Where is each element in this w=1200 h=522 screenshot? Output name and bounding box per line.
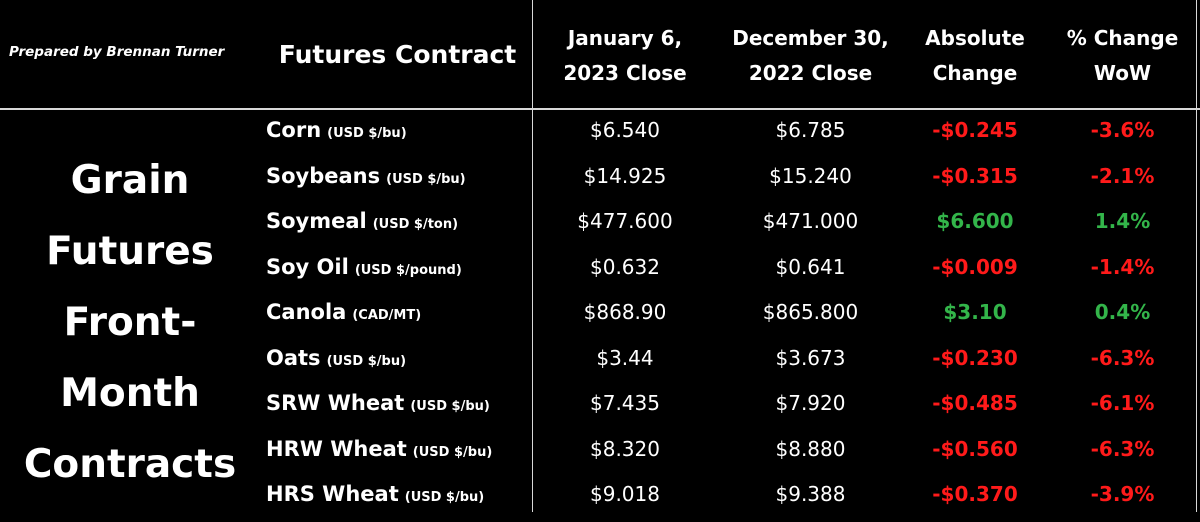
table-row: Oats (USD $/bu) $3.44 $3.673 -$0.230 -6.3%: [0, 342, 1200, 386]
dec-close-value: $0.641: [775, 254, 846, 279]
contract-unit: (USD $/bu): [386, 171, 466, 187]
contract-unit: (USD $/ton): [372, 217, 459, 232]
contract-unit: (USD $/pound): [354, 262, 462, 278]
contract-unit: (USD $/bu): [412, 444, 493, 460]
side-title-line: Front-: [63, 300, 197, 345]
contract-label: Oats: [266, 345, 321, 370]
table-row: Soymeal (USD $/ton) $477.600 $471.000 $6.600…: [0, 205, 1200, 249]
side-title-line: Grain: [70, 158, 190, 203]
absolute-change-value: -$0.230: [932, 345, 1018, 370]
header-pct-line1: % Change: [1066, 26, 1179, 50]
pct-change-value: -6.1%: [1090, 391, 1155, 415]
side-title: Grain Futures Front- Month Contracts: [10, 145, 250, 500]
contract-name: Soy Oil (USD $/pound): [266, 251, 462, 295]
jan-close-value: $14.925: [583, 163, 667, 188]
contract-name: HRW Wheat (USD $/bu): [266, 433, 492, 477]
column-divider: [532, 0, 533, 512]
contract-unit: (USD $/bu): [326, 353, 407, 369]
absolute-change-value: $6.600: [936, 209, 1014, 233]
pct-change-value: -6.3%: [1090, 436, 1155, 461]
dec-close-value: $15.240: [769, 163, 852, 188]
pct-change-value: -6.3%: [1090, 345, 1155, 370]
contract-label: HRW Wheat: [266, 436, 407, 461]
absolute-change-value: -$0.370: [932, 482, 1018, 506]
table-row: Corn (USD $/bu) $6.540 $6.785 -$0.245 -3.6%: [0, 114, 1200, 158]
contract-unit: (CAD/MT): [352, 308, 422, 323]
jan-close-value: $3.44: [596, 345, 654, 370]
absolute-change-value: -$0.315: [932, 163, 1018, 188]
header-dec-close: December 30, 2022 Close: [718, 21, 903, 91]
absolute-change-value: -$0.485: [932, 391, 1018, 415]
dec-close-value: $3.673: [775, 345, 846, 370]
header-jan-line1: January 6,: [567, 26, 683, 50]
absolute-change-value: -$0.245: [932, 118, 1018, 142]
contract-name: Soybeans (USD $/bu): [266, 160, 466, 204]
pct-change-value: -1.4%: [1090, 254, 1155, 279]
pct-change-value: 1.4%: [1094, 209, 1151, 233]
absolute-change-value: -$0.009: [932, 254, 1018, 279]
dec-close-value: $6.785: [775, 118, 846, 142]
header-dec-line2: 2022 Close: [748, 61, 873, 85]
pct-change-value: -2.1%: [1090, 163, 1155, 188]
pct-change-value: -3.9%: [1090, 482, 1155, 506]
header-jan-line2: 2023 Close: [563, 61, 687, 85]
table-row: Soybeans (USD $/bu) $14.925 $15.240 -$0.315 -…: [0, 160, 1200, 204]
header-jan-close: January 6, 2023 Close: [540, 21, 710, 91]
pct-change-value: -3.6%: [1090, 118, 1155, 142]
contract-name: Soymeal (USD $/ton): [266, 205, 458, 249]
contract-label: Soybeans: [266, 163, 381, 188]
side-title-line: Contracts: [23, 442, 237, 487]
contract-name: Corn (USD $/bu): [266, 114, 407, 158]
header-pct-line2: WoW: [1093, 61, 1152, 85]
jan-close-value: $868.90: [583, 300, 667, 324]
absolute-change-value: -$0.560: [932, 436, 1018, 461]
header-abs-line2: Change: [932, 61, 1018, 85]
dec-close-value: $8.880: [775, 436, 846, 461]
contract-name: Canola (CAD/MT): [266, 296, 421, 340]
contract-unit: (USD $/bu): [410, 399, 490, 414]
side-title-line: Futures: [46, 229, 214, 274]
dec-close-value: $9.388: [775, 482, 846, 506]
table-row: Soy Oil (USD $/pound) $0.632 $0.641 -$0.009 -…: [0, 251, 1200, 295]
contract-unit: (USD $/bu): [404, 490, 485, 505]
pct-change-value: 0.4%: [1094, 300, 1151, 324]
table-row: HRS Wheat (USD $/bu) $9.018 $9.388 -$0.370 -3…: [0, 478, 1200, 522]
jan-close-value: $6.540: [590, 118, 660, 142]
dec-close-value: $865.800: [762, 300, 859, 324]
absolute-change-value: $3.10: [943, 300, 1007, 324]
header-absolute-change: Absolute Change: [905, 21, 1045, 91]
contract-unit: (USD $/bu): [327, 126, 407, 141]
contract-label: Soy Oil: [266, 254, 349, 279]
table-row: SRW Wheat (USD $/bu) $7.435 $7.920 -$0.485 -6…: [0, 387, 1200, 431]
side-title-line: Month: [60, 371, 200, 416]
table-row: HRW Wheat (USD $/bu) $8.320 $8.880 -$0.560 -6…: [0, 433, 1200, 477]
contract-name: Oats (USD $/bu): [266, 342, 406, 386]
contract-name: HRS Wheat (USD $/bu): [266, 478, 484, 522]
prepared-by-label: Prepared by Brennan Turner: [9, 44, 225, 60]
header-futures-contract: Futures Contract: [278, 40, 517, 69]
contract-label: HRS Wheat: [266, 482, 399, 506]
contract-label: SRW Wheat: [266, 391, 405, 415]
contract-name: SRW Wheat (USD $/bu): [266, 387, 490, 431]
contract-label: Corn: [266, 118, 322, 142]
jan-close-value: $7.435: [590, 391, 660, 415]
jan-close-value: $0.632: [590, 254, 660, 279]
right-border: [1196, 0, 1197, 512]
contract-label: Soymeal: [266, 209, 367, 233]
dec-close-value: $471.000: [762, 209, 859, 233]
jan-close-value: $477.600: [577, 209, 673, 233]
jan-close-value: $9.018: [590, 482, 660, 506]
header-dec-line1: December 30,: [732, 26, 889, 50]
dec-close-value: $7.920: [775, 391, 846, 415]
jan-close-value: $8.320: [590, 436, 660, 461]
header-divider: [0, 108, 1200, 110]
header-abs-line1: Absolute: [925, 26, 1025, 50]
header-pct-change: % Change WoW: [1050, 21, 1195, 91]
table-row: Canola (CAD/MT) $868.90 $865.800 $3.10 0.4%: [0, 296, 1200, 340]
contract-label: Canola: [266, 300, 347, 324]
